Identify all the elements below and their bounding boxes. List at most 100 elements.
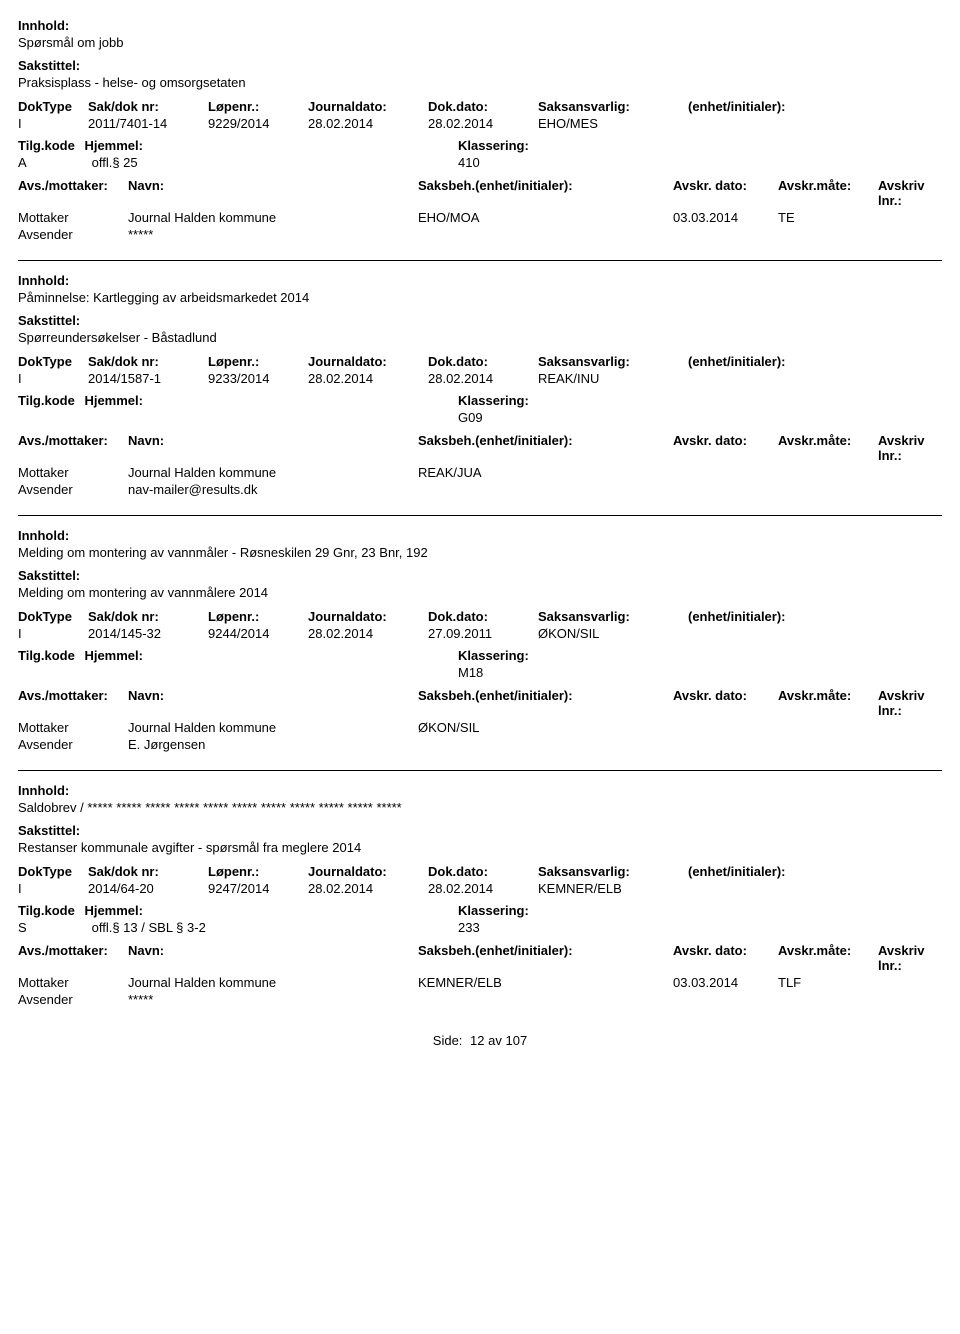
hdr-avskrivlnr: Avskriv lnr.: — [878, 433, 942, 463]
val-ddato: 28.02.2014 — [428, 115, 538, 132]
hdr-doktype: DokType — [18, 98, 88, 115]
grid-header: DokType Sak/dok nr: Løpenr.: Journaldato… — [18, 353, 942, 370]
avskrdato-value: 03.03.2014 — [673, 210, 778, 225]
innhold-value: Saldobrev / ***** ***** ***** ***** ****… — [18, 800, 942, 815]
hdr-navn: Navn: — [128, 178, 418, 208]
hdr-dokdato: Dok.dato: — [428, 353, 538, 370]
hdr-avskrmate: Avskr.måte: — [778, 688, 878, 718]
hdr-sakdok: Sak/dok nr: — [88, 608, 208, 625]
val-lopenr: 9247/2014 — [208, 880, 308, 897]
avsender-row: Avsender E. Jørgensen — [18, 737, 942, 752]
hjemmel-value: offl.§ 13 / SBL § 3-2 — [92, 920, 206, 935]
sakstittel-value: Praksisplass - helse- og omsorgsetaten — [18, 75, 942, 90]
val-saksansvarlig: KEMNER/ELB — [538, 880, 688, 897]
hdr-lopenr: Løpenr.: — [208, 863, 308, 880]
mid-header-row: Tilg.kode Hjemmel: Klassering: — [18, 903, 942, 918]
journal-record: Innhold: Spørsmål om jobb Sakstittel: Pr… — [18, 18, 942, 242]
hdr-doktype: DokType — [18, 353, 88, 370]
mottaker-label: Mottaker — [18, 975, 128, 990]
hdr-saksbeh: Saksbeh.(enhet/initialer): — [418, 178, 673, 208]
hdr-avskrmate: Avskr.måte: — [778, 433, 878, 463]
hdr-avsmottaker: Avs./mottaker: — [18, 178, 128, 208]
hdr-avskrdato: Avskr. dato: — [673, 178, 778, 208]
val-doktype: I — [18, 880, 88, 897]
innhold-label: Innhold: — [18, 18, 942, 33]
val-saksansvarlig: REAK/INU — [538, 370, 688, 387]
hdr-lopenr: Løpenr.: — [208, 353, 308, 370]
val-lopenr: 9244/2014 — [208, 625, 308, 642]
val-saksansvarlig: ØKON/SIL — [538, 625, 688, 642]
hdr-doktype: DokType — [18, 608, 88, 625]
avskrdato-value — [673, 720, 778, 735]
avsender-navn: nav-mailer@results.dk — [128, 482, 418, 497]
hdr-dokdato: Dok.dato: — [428, 608, 538, 625]
record-divider — [18, 515, 942, 516]
hjemmel-label: Hjemmel: — [84, 393, 143, 408]
hdr-enhet: (enhet/initialer): — [688, 608, 942, 625]
page-total: 107 — [506, 1033, 528, 1048]
avsender-label: Avsender — [18, 737, 128, 752]
saksbeh-value: ØKON/SIL — [418, 720, 673, 735]
innhold-label: Innhold: — [18, 528, 942, 543]
side-label: Side: — [433, 1033, 463, 1048]
mottaker-row: Mottaker Journal Halden kommune REAK/JUA — [18, 465, 942, 480]
avsender-navn: E. Jørgensen — [128, 737, 418, 752]
hdr-dokdato: Dok.dato: — [428, 863, 538, 880]
val-jdato: 28.02.2014 — [308, 115, 428, 132]
mid-header-row: Tilg.kode Hjemmel: Klassering: — [18, 648, 942, 663]
mottaker-navn: Journal Halden kommune — [128, 210, 418, 225]
val-doktype: I — [18, 625, 88, 642]
hdr-doktype: DokType — [18, 863, 88, 880]
hdr-navn: Navn: — [128, 688, 418, 718]
grid-header: DokType Sak/dok nr: Løpenr.: Journaldato… — [18, 608, 942, 625]
avskrdato-value: 03.03.2014 — [673, 975, 778, 990]
hdr-avskrivlnr: Avskriv lnr.: — [878, 688, 942, 718]
hdr-avsmottaker: Avs./mottaker: — [18, 688, 128, 718]
tilgkode-label: Tilg.kode — [18, 648, 75, 663]
avsender-row: Avsender nav-mailer@results.dk — [18, 482, 942, 497]
parties-header: Avs./mottaker: Navn: Saksbeh.(enhet/init… — [18, 688, 942, 718]
val-doktype: I — [18, 115, 88, 132]
saksbeh-value: KEMNER/ELB — [418, 975, 673, 990]
mottaker-row: Mottaker Journal Halden kommune ØKON/SIL — [18, 720, 942, 735]
klassering-label: Klassering: — [458, 138, 529, 153]
journal-record: Innhold: Saldobrev / ***** ***** ***** *… — [18, 783, 942, 1007]
journal-record: Innhold: Melding om montering av vannmål… — [18, 528, 942, 752]
hdr-navn: Navn: — [128, 943, 418, 973]
hdr-sakdok: Sak/dok nr: — [88, 863, 208, 880]
avsender-label: Avsender — [18, 482, 128, 497]
hdr-saksansvarlig: Saksansvarlig: — [538, 98, 688, 115]
mottaker-navn: Journal Halden kommune — [128, 720, 418, 735]
mid-value-row: G09 — [18, 410, 942, 425]
saksbeh-value: REAK/JUA — [418, 465, 673, 480]
sakstittel-label: Sakstittel: — [18, 823, 942, 838]
avsender-navn: ***** — [128, 227, 418, 242]
val-doktype: I — [18, 370, 88, 387]
val-sakdok: 2011/7401-14 — [88, 115, 208, 132]
mottaker-row: Mottaker Journal Halden kommune EHO/MOA … — [18, 210, 942, 225]
hdr-saksbeh: Saksbeh.(enhet/initialer): — [418, 433, 673, 463]
sakstittel-label: Sakstittel: — [18, 568, 942, 583]
val-sakdok: 2014/1587-1 — [88, 370, 208, 387]
parties-header: Avs./mottaker: Navn: Saksbeh.(enhet/init… — [18, 433, 942, 463]
hdr-saksbeh: Saksbeh.(enhet/initialer): — [418, 943, 673, 973]
mottaker-label: Mottaker — [18, 465, 128, 480]
val-jdato: 28.02.2014 — [308, 370, 428, 387]
record-divider — [18, 770, 942, 771]
klassering-value: 233 — [458, 920, 480, 935]
journal-record: Innhold: Påminnelse: Kartlegging av arbe… — [18, 273, 942, 497]
avsender-label: Avsender — [18, 227, 128, 242]
hdr-avsmottaker: Avs./mottaker: — [18, 943, 128, 973]
sakstittel-value: Melding om montering av vannmålere 2014 — [18, 585, 942, 600]
avsender-navn: ***** — [128, 992, 418, 1007]
klassering-value: G09 — [458, 410, 483, 425]
saksbeh-value: EHO/MOA — [418, 210, 673, 225]
mottaker-label: Mottaker — [18, 210, 128, 225]
mid-header-row: Tilg.kode Hjemmel: Klassering: — [18, 138, 942, 153]
val-sakdok: 2014/64-20 — [88, 880, 208, 897]
val-jdato: 28.02.2014 — [308, 880, 428, 897]
hdr-saksbeh: Saksbeh.(enhet/initialer): — [418, 688, 673, 718]
avskrdato-value — [673, 465, 778, 480]
grid-values: I 2011/7401-14 9229/2014 28.02.2014 28.0… — [18, 115, 942, 132]
hdr-enhet: (enhet/initialer): — [688, 863, 942, 880]
